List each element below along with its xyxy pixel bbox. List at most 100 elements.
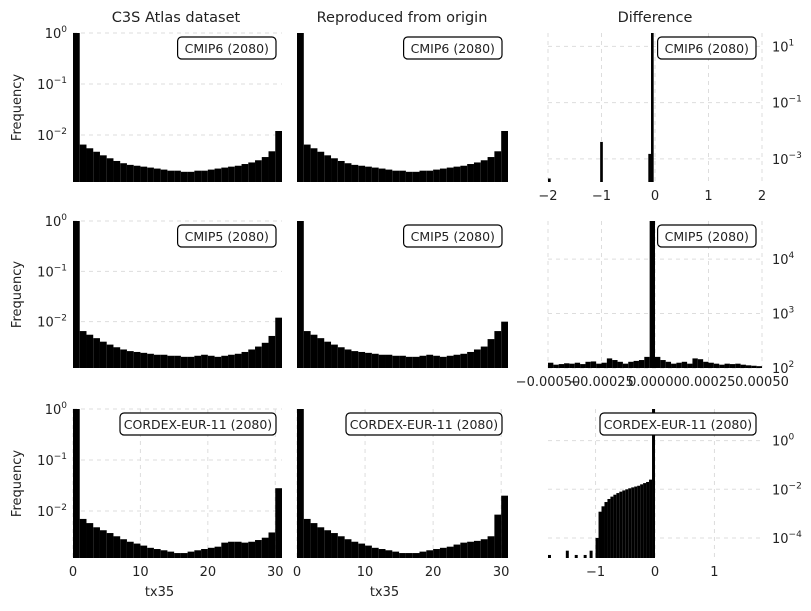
histogram-bar — [405, 356, 413, 368]
histogram-bar — [371, 167, 379, 182]
histogram-bar — [79, 518, 87, 558]
histogram-bar — [433, 549, 440, 558]
histogram-bar — [378, 168, 386, 182]
panel-label: CMIP5 (2080) — [665, 229, 749, 244]
histogram-bar — [628, 361, 634, 368]
y-tick-label: 10−2 — [37, 314, 67, 331]
histogram-bar — [351, 351, 359, 368]
histogram-bar — [140, 545, 148, 558]
histogram-bar — [399, 170, 406, 182]
histogram-bar — [460, 353, 468, 368]
histogram-bar — [99, 530, 107, 558]
x-tick-label: 1 — [704, 189, 712, 204]
histogram-bar — [86, 148, 94, 182]
x-tick-label: 10 — [357, 565, 374, 580]
histogram-bar — [708, 362, 714, 368]
panel-repro-cmip6: CMIP6 (2080) — [297, 33, 508, 182]
histogram-bar — [344, 163, 352, 182]
y-tick-label: 10−1 — [37, 76, 67, 93]
histogram-bar — [73, 33, 80, 182]
x-tick-label: 2 — [758, 189, 766, 204]
histogram-bar — [652, 409, 655, 558]
histogram-bar — [120, 349, 127, 368]
histogram-bar — [665, 361, 672, 368]
histogram-bar — [365, 166, 372, 182]
histogram-bar — [644, 356, 650, 368]
histogram-bar — [473, 162, 481, 182]
histogram-bar — [703, 361, 709, 368]
histogram-bar — [167, 170, 175, 182]
histogram-bar — [606, 358, 613, 368]
x-axis-label: tx35 — [145, 585, 174, 600]
histogram-bar — [126, 541, 134, 558]
x-tick-label: 0.00050 — [735, 375, 789, 390]
histogram-bar — [634, 486, 638, 558]
histogram-bar — [453, 166, 461, 182]
histogram-bar — [480, 539, 488, 558]
histogram-bar — [713, 363, 720, 368]
histogram-bar — [385, 550, 393, 558]
histogram-bar — [426, 550, 434, 558]
histogram-bar — [601, 362, 607, 368]
histogram-bar — [297, 409, 304, 558]
panel-diff-cordex: 100 10−2 10−4 −1 0 1 CORDEX-EUR-11 (2080) — [548, 409, 802, 580]
histogram-bar — [660, 360, 666, 368]
y-tick-label: 10−2 — [37, 503, 67, 520]
histogram-bar — [147, 167, 154, 182]
histogram-bar — [160, 354, 168, 368]
histogram-bar — [574, 554, 578, 558]
histogram-bar — [548, 362, 554, 368]
histogram-bar — [487, 536, 495, 558]
y-tick-label: 100 — [45, 25, 68, 42]
panel-label-box — [177, 36, 277, 60]
histogram-bar — [595, 537, 599, 558]
histogram-bar — [331, 344, 338, 368]
histogram-bar — [261, 537, 269, 558]
histogram-bar — [187, 356, 195, 368]
histogram-bar — [133, 543, 141, 558]
histogram-bar — [622, 363, 629, 368]
panel-label: CMIP5 (2080) — [185, 229, 269, 244]
histogram-bar — [412, 356, 420, 368]
histogram-bar — [724, 363, 730, 368]
histogram-bar — [324, 341, 332, 368]
panel-repro-cmip5: CMIP5 (2080) — [297, 221, 508, 368]
x-tick-label: 0.00000 — [628, 375, 682, 390]
histogram-bar — [671, 363, 677, 368]
histogram-bar — [310, 523, 318, 558]
histogram-bar — [180, 171, 188, 182]
histogram-bar — [221, 542, 229, 558]
column-title-difference: Difference — [618, 10, 693, 26]
column-title-c3s: C3S Atlas dataset — [112, 10, 241, 26]
histogram-bar — [467, 541, 474, 558]
histogram-bar — [234, 541, 242, 558]
histogram-bar — [358, 351, 366, 368]
histogram-bar — [378, 549, 386, 558]
histogram-bar — [607, 498, 611, 558]
histogram-bar — [648, 153, 651, 182]
histogram-bar — [337, 347, 345, 368]
histogram-bar — [167, 355, 175, 368]
histogram-bar — [126, 164, 134, 182]
histogram-bar — [612, 360, 618, 368]
histogram-bar — [596, 363, 602, 368]
histogram-bar — [228, 166, 235, 182]
histogram-bar — [646, 481, 650, 558]
x-tick-label: −0.00050 — [516, 375, 581, 390]
histogram-bar — [174, 170, 181, 182]
histogram-bar — [392, 551, 400, 558]
histogram-bar — [412, 553, 420, 558]
histogram-bar — [631, 487, 635, 558]
histogram-bar — [187, 171, 195, 182]
y-tick-label: 100 — [45, 401, 68, 418]
x-tick-label: 0.00025 — [682, 375, 736, 390]
histogram-bar — [194, 355, 202, 368]
histogram-bar — [86, 334, 94, 368]
histogram-bar — [617, 361, 623, 368]
histogram-bar — [446, 167, 454, 182]
histogram-bar — [687, 363, 693, 368]
histogram-bar — [241, 542, 249, 558]
histogram-bar — [419, 355, 427, 368]
histogram-bar — [446, 355, 454, 368]
